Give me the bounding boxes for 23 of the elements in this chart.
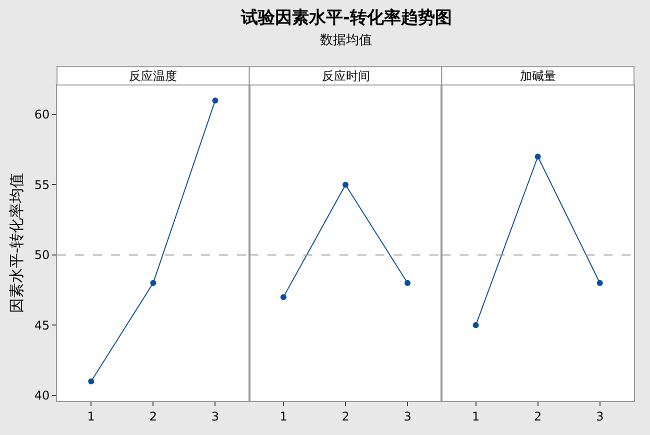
x-tick-label: 1 — [280, 409, 288, 424]
x-tick-label: 2 — [342, 409, 350, 424]
x-tick-label: 2 — [149, 409, 157, 424]
point — [150, 280, 156, 286]
y-tick-label: 50 — [34, 248, 50, 262]
x-tick-label: 1 — [87, 409, 95, 424]
x-tick-label: 3 — [596, 409, 604, 424]
y-tick-label: 40 — [34, 388, 50, 403]
chart-title: 反应温度 — [129, 69, 177, 83]
x-tick-label: 3 — [211, 409, 220, 424]
point — [88, 378, 94, 384]
chart-title: 加碱量 — [520, 69, 556, 83]
y-tick-label: 55 — [34, 178, 50, 192]
x-tick-label: 1 — [472, 409, 480, 424]
text: 试验因素水平-转化率趋势图 — [240, 8, 452, 28]
x-tick-label: 3 — [404, 409, 412, 424]
text: 数据均值 — [320, 33, 372, 48]
x-tick-label: 2 — [534, 409, 542, 424]
chart-title: 反应时间 — [322, 69, 370, 83]
y-tick-label: 45 — [34, 318, 50, 332]
y-tick-label: 60 — [34, 108, 50, 122]
y-axis-title: 因素水平-转化率均值 — [8, 172, 26, 314]
point — [212, 97, 218, 104]
